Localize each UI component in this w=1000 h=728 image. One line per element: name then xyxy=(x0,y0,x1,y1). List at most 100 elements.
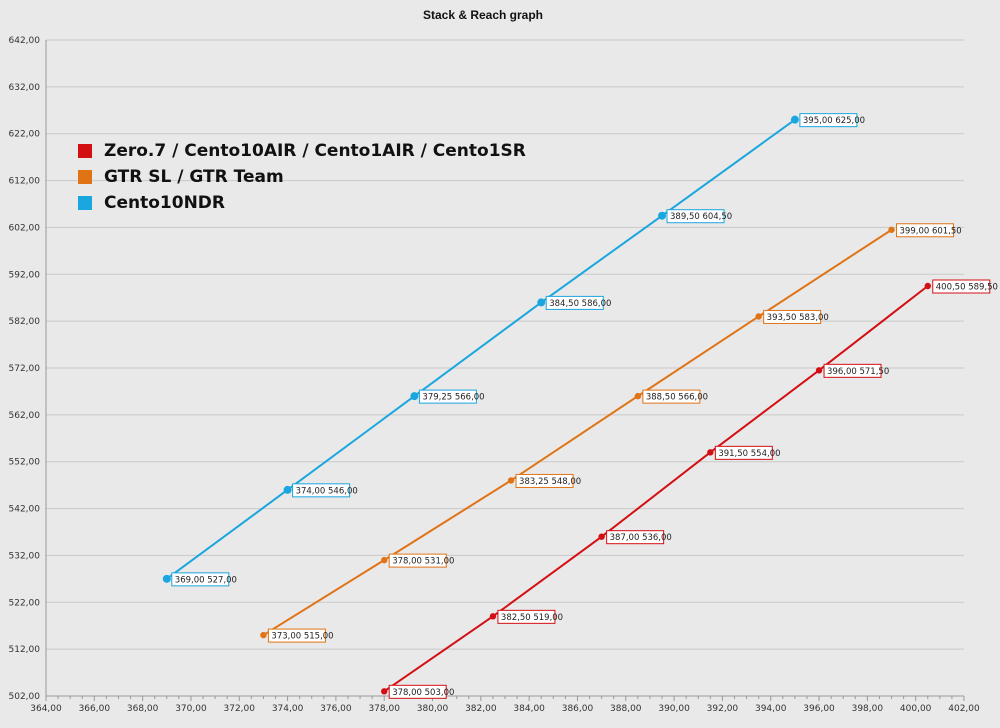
data-point xyxy=(507,477,515,484)
legend-item-cento10ndr: Cento10NDR xyxy=(78,190,526,216)
y-tick-label: 572,00 xyxy=(9,364,41,374)
series-layer xyxy=(162,115,931,695)
x-tick-label: 382,00 xyxy=(465,704,497,714)
data-label-box xyxy=(823,363,882,378)
legend-item-gtr: GTR SL / GTR Team xyxy=(78,164,526,190)
data-label-text: 387,00 536,00 xyxy=(610,533,672,543)
data-label-box xyxy=(763,309,822,324)
series-line xyxy=(166,118,796,580)
data-label-text: 400,50 589,50 xyxy=(936,283,998,293)
data-label-box xyxy=(171,572,230,587)
data-point xyxy=(381,688,388,695)
x-tick-label: 392,00 xyxy=(707,704,739,714)
data-label-box xyxy=(388,684,447,699)
data-label-text: 369,00 527,00 xyxy=(175,575,237,585)
y-tick-label: 592,00 xyxy=(9,270,41,280)
data-label: 374,00 546,00 xyxy=(292,483,358,498)
data-point xyxy=(162,574,171,583)
data-label-text: 383,25 548,00 xyxy=(519,477,581,487)
data-label: 373,00 515,00 xyxy=(267,628,334,643)
data-label: 382,50 519,00 xyxy=(497,609,563,624)
legend-swatch-orange xyxy=(78,170,92,184)
x-tick-label: 374,00 xyxy=(272,704,304,714)
x-tick-label: 380,00 xyxy=(417,704,449,714)
data-label: 378,00 531,00 xyxy=(388,553,454,568)
grid-lines xyxy=(46,39,964,697)
series-line xyxy=(262,228,893,636)
data-point xyxy=(815,367,823,374)
data-label-text: 373,00 515,00 xyxy=(271,632,333,642)
x-tick-label: 400,00 xyxy=(900,704,932,714)
data-label: 369,00 527,00 xyxy=(171,572,237,587)
data-label-box xyxy=(267,628,326,643)
x-tick-label: 386,00 xyxy=(562,704,594,714)
chart-title: Stack & Reach graph xyxy=(423,8,543,22)
legend-item-zero7: Zero.7 / Cento10AIR / Cento1AIR / Cento1… xyxy=(78,138,526,164)
data-label-box xyxy=(545,295,604,310)
legend-swatch-red xyxy=(78,144,92,158)
legend-label: Zero.7 / Cento10AIR / Cento1AIR / Cento1… xyxy=(104,141,526,161)
data-label-text: 393,50 583,00 xyxy=(767,313,829,323)
y-tick-label: 542,00 xyxy=(9,505,41,515)
data-label-box xyxy=(799,113,858,128)
data-point xyxy=(755,313,762,320)
data-label-box xyxy=(642,389,701,404)
data-label-box xyxy=(292,483,351,498)
data-point xyxy=(924,282,931,290)
data-label-box xyxy=(714,445,773,460)
x-tick-label: 364,00 xyxy=(30,704,62,714)
data-label-text: 384,50 586,00 xyxy=(549,299,611,309)
data-label-box xyxy=(515,473,574,488)
y-tick-label: 522,00 xyxy=(9,598,41,608)
x-tick-label: 388,00 xyxy=(610,704,642,714)
data-label: 388,50 566,00 xyxy=(642,389,708,404)
data-label-text: 399,00 601,50 xyxy=(900,226,962,236)
data-label: 393,50 583,00 xyxy=(763,309,829,324)
data-point xyxy=(888,226,895,233)
data-point xyxy=(707,449,714,456)
data-label-text: 388,50 566,00 xyxy=(646,393,708,403)
data-label: 391,50 554,00 xyxy=(714,445,781,460)
y-tick-label: 582,00 xyxy=(9,317,41,327)
y-tick-label: 502,00 xyxy=(9,692,41,702)
x-tick-label: 384,00 xyxy=(513,704,545,714)
x-tick-label: 372,00 xyxy=(224,704,256,714)
data-label-box xyxy=(896,223,955,238)
data-point xyxy=(634,392,642,400)
data-label: 383,25 548,00 xyxy=(515,473,581,488)
data-label-box xyxy=(418,389,477,404)
data-label-text: 378,00 503,00 xyxy=(392,688,454,698)
data-point xyxy=(381,556,388,564)
data-label-box xyxy=(932,279,991,294)
data-label: 378,00 503,00 xyxy=(388,684,454,699)
data-label: 384,50 586,00 xyxy=(545,295,611,310)
data-label-text: 382,50 519,00 xyxy=(501,613,563,623)
data-label: 400,50 589,50 xyxy=(932,279,998,294)
data-point xyxy=(283,485,292,494)
x-tick-label: 378,00 xyxy=(368,704,400,714)
data-label-box xyxy=(666,209,725,224)
data-label-text: 374,00 546,00 xyxy=(296,486,358,496)
data-label-text: 391,50 554,00 xyxy=(718,449,780,459)
x-tick-label: 370,00 xyxy=(175,704,207,714)
y-tick-label: 602,00 xyxy=(9,223,41,233)
data-label: 395,00 625,00 xyxy=(799,113,865,128)
data-point xyxy=(598,533,605,540)
data-label: 387,00 536,00 xyxy=(606,530,672,545)
series-line xyxy=(383,285,929,693)
y-tick-label: 642,00 xyxy=(9,36,41,46)
legend-swatch-blue xyxy=(78,196,92,210)
y-tick-label: 622,00 xyxy=(9,130,41,140)
legend-label: Cento10NDR xyxy=(104,193,226,213)
data-point xyxy=(410,392,419,401)
axes: 502,00 512,00 522,00 532,00 542,00 552,00 562,… xyxy=(9,36,981,714)
data-point xyxy=(489,613,497,620)
x-tick-label: 376,00 xyxy=(320,704,352,714)
point-labels: 378,00 503,00 382,50 519,00 387,00 536,00 3… xyxy=(171,113,998,699)
y-tick-label: 512,00 xyxy=(9,645,41,655)
data-label-box xyxy=(497,609,556,624)
data-label-text: 389,50 604,50 xyxy=(670,212,732,222)
data-point xyxy=(260,631,267,639)
y-tick-label: 562,00 xyxy=(9,411,41,421)
